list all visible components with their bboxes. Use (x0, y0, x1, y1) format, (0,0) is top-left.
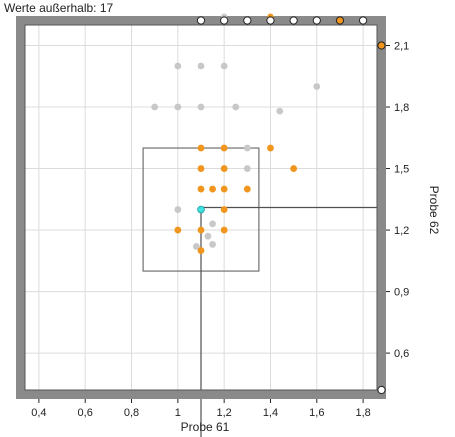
y-tick-label: 1,2 (394, 225, 409, 237)
data-point-gray (197, 62, 205, 70)
data-point-gray (204, 232, 212, 240)
y-tick-label: 1,5 (394, 164, 409, 176)
data-point-gray (313, 83, 321, 90)
outside-marker-top (335, 16, 345, 25)
x-tick-label: 0,6 (78, 407, 93, 419)
data-point-orange (220, 206, 228, 213)
x-axis-ticks: 0,4 0,6 0,8 1 1,2 1,4 1,6 1,8 (31, 399, 371, 419)
frame-bottom (16, 390, 386, 399)
data-point-orange (197, 144, 205, 152)
x-tick-label: 0,8 (124, 407, 139, 419)
outside-marker-top (220, 16, 229, 25)
data-point-orange (197, 185, 205, 193)
outside-markers (196, 13, 386, 395)
data-point-orange (197, 247, 205, 254)
data-point-orange (267, 144, 274, 152)
data-point-orange (197, 165, 205, 172)
data-point-cyan (197, 205, 205, 214)
data-point-orange (220, 185, 228, 193)
y-tick-label: 0,6 (394, 348, 409, 360)
y-tick-label: 2,1 (394, 41, 409, 53)
outside-values-text: Werte außerhalb: (4, 1, 97, 15)
data-point-gray (174, 103, 182, 111)
outside-marker-top (196, 16, 206, 25)
x-tick-label: 0,4 (31, 407, 46, 419)
data-point-gray (276, 107, 284, 115)
data-point-orange (220, 144, 228, 152)
y-axis-title: Probe 62 (427, 186, 441, 235)
outside-values-count: 17 (99, 1, 114, 15)
outside-marker-right (377, 41, 386, 50)
frame-right (377, 16, 386, 399)
data-point-gray (243, 165, 251, 172)
data-point-gray (209, 241, 216, 248)
y-axis-ticks: 0,6 0,9 1,2 1,5 1,8 2,1 (386, 41, 409, 360)
data-point-orange (197, 226, 205, 234)
data-point-orange (220, 165, 228, 172)
outside-values-label: Werte außerhalb: 17 (4, 1, 113, 15)
data-point-gray (174, 206, 182, 213)
frame-left (16, 16, 25, 399)
data-point-gray (220, 62, 228, 70)
outside-marker-top (312, 16, 321, 25)
x-tick-label: 1,2 (217, 407, 232, 419)
outside-marker-top (359, 16, 368, 25)
plot-border (24, 24, 378, 391)
outside-marker-right (377, 385, 386, 395)
data-point-gray (174, 62, 182, 70)
x-tick-label: 1,8 (355, 407, 370, 419)
data-point-orange (174, 226, 182, 234)
data-point-orange (220, 226, 228, 234)
data-point-gray (232, 103, 240, 111)
y-tick-label: 1,8 (394, 102, 409, 114)
x-tick-label: 1 (175, 407, 181, 419)
data-point-gray (151, 103, 159, 111)
x-axis-title: Probe 61 (181, 420, 230, 434)
data-point-orange (209, 185, 216, 193)
data-point-gray (197, 103, 205, 111)
outside-marker-top (243, 16, 252, 25)
data-point-gray (209, 220, 216, 228)
x-tick-label: 1,4 (263, 407, 278, 419)
data-point-orange (290, 165, 298, 172)
data-point-gray (192, 243, 200, 250)
data-point-gray (243, 144, 251, 152)
y-tick-label: 0,9 (394, 287, 409, 299)
data-points (151, 62, 321, 254)
outside-marker-top (289, 16, 298, 25)
x-tick-label: 1,6 (309, 407, 324, 419)
outside-marker-top (266, 16, 275, 25)
data-point-orange (243, 185, 251, 193)
